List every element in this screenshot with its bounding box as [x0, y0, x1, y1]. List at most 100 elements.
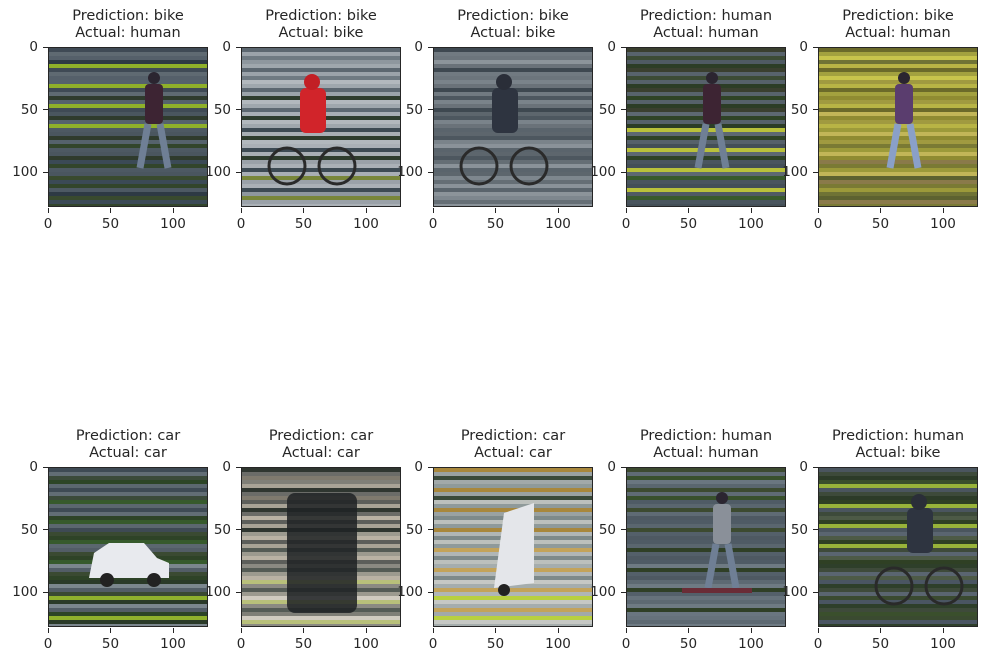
car-body [287, 493, 357, 613]
panel-title-actual: Actual: bike [855, 445, 941, 461]
y-tick-label: 50 [405, 521, 423, 538]
rider-head [911, 494, 927, 510]
x-tick-label: 50 [871, 216, 890, 232]
person-legs [704, 543, 740, 589]
y-tick-mark [621, 466, 626, 468]
x-tick-label: 50 [679, 216, 698, 232]
x-tick-mark [172, 208, 174, 213]
y-tick-mark [43, 591, 48, 593]
x-tick-label: 0 [621, 216, 631, 232]
bike-wheel-front [509, 146, 549, 186]
panel-title-actual: Actual: bike [278, 25, 364, 41]
y-tick-mark [43, 46, 48, 48]
y-tick-label: 50 [20, 521, 38, 538]
panel-title-actual: Actual: car [474, 445, 552, 461]
y-tick-label: 0 [414, 459, 423, 475]
x-tick-label: 50 [679, 636, 698, 652]
image-panel: Prediction: human Actual: human 0 50 100 0 50 1… [590, 8, 786, 248]
x-tick-mark [432, 628, 434, 633]
x-tick-mark [240, 208, 242, 213]
person-torso [703, 84, 721, 124]
car-wheel-rear [100, 573, 114, 587]
image-panel: Prediction: human Actual: human 0 50 100 0 50 1… [590, 428, 786, 668]
y-tick-label: 50 [790, 521, 808, 538]
x-tick-label: 50 [294, 216, 313, 232]
panel-title-actual: Actual: human [653, 445, 759, 461]
y-tick-mark [428, 529, 433, 530]
y-tick-mark [428, 171, 433, 173]
panel-title-prediction: Prediction: human [831, 428, 965, 444]
x-tick-mark [557, 628, 559, 633]
image-panel: Prediction: bike Actual: bike 0 50 100 0 50 100 [205, 8, 401, 248]
y-tick-label: 50 [598, 521, 616, 538]
y-tick-mark [236, 171, 241, 173]
y-tick-label: 50 [213, 101, 231, 118]
panel-title-actual: Actual: car [89, 445, 167, 461]
y-tick-label: 100 [590, 164, 616, 180]
x-tick-label: 0 [43, 636, 53, 652]
image-content [434, 468, 592, 626]
y-tick-label: 100 [12, 584, 38, 600]
y-tick-label: 0 [607, 459, 616, 475]
x-tick-label: 100 [930, 636, 956, 652]
panel-title-prediction: Prediction: bike [842, 8, 954, 24]
panel-title-actual: Actual: human [845, 25, 951, 41]
panel-title-actual: Actual: human [653, 25, 759, 41]
panel-title-prediction: Prediction: human [639, 428, 773, 444]
image-panel: Prediction: bike Actual: human 0 50 100 0 50 10… [12, 8, 208, 248]
image-content [627, 48, 785, 206]
y-tick-label: 0 [607, 39, 616, 55]
y-tick-label: 0 [414, 39, 423, 55]
x-tick-mark [495, 628, 496, 633]
y-tick-label: 100 [12, 164, 38, 180]
image-content [819, 48, 977, 206]
x-tick-mark [495, 208, 496, 213]
x-tick-mark [750, 628, 752, 633]
y-tick-mark [428, 466, 433, 468]
bike-wheel-rear [267, 146, 307, 186]
y-tick-mark [621, 591, 626, 593]
panel-title-prediction: Prediction: bike [265, 8, 377, 24]
x-tick-label: 50 [101, 636, 120, 652]
x-tick-mark [47, 628, 49, 633]
x-tick-mark [817, 208, 819, 213]
panel-title-prediction: Prediction: bike [72, 8, 184, 24]
x-tick-label: 0 [428, 636, 438, 652]
y-tick-mark [236, 46, 241, 48]
person-torso [145, 84, 163, 124]
rider-body [907, 508, 933, 553]
image-axes [433, 47, 593, 207]
y-tick-mark [621, 529, 626, 530]
image-panel: Prediction: bike Actual: bike 0 50 100 0 50 100 [397, 8, 593, 248]
panel-title-prediction: Prediction: car [460, 428, 566, 444]
rider-head [496, 74, 512, 90]
x-tick-label: 100 [160, 636, 186, 652]
y-tick-label: 100 [397, 584, 423, 600]
person-head [706, 72, 718, 84]
bike-wheel-front [924, 566, 964, 606]
car-body [89, 543, 169, 578]
x-tick-label: 100 [738, 216, 764, 232]
x-tick-mark [47, 208, 49, 213]
y-tick-mark [621, 46, 626, 48]
image-axes [626, 47, 786, 207]
x-tick-label: 50 [101, 216, 120, 232]
y-tick-mark [813, 466, 818, 468]
y-tick-label: 50 [213, 521, 231, 538]
rider-body [300, 88, 326, 133]
image-content [434, 48, 592, 206]
person-head [898, 72, 910, 84]
x-tick-mark [432, 208, 434, 213]
y-tick-mark [236, 109, 241, 110]
x-tick-mark [688, 628, 689, 633]
y-tick-mark [621, 171, 626, 173]
x-tick-mark [880, 628, 881, 633]
scooter-deck [682, 588, 752, 593]
y-tick-label: 100 [782, 164, 808, 180]
image-content [242, 468, 400, 626]
y-tick-mark [43, 529, 48, 530]
y-tick-label: 0 [29, 39, 38, 55]
x-tick-mark [942, 628, 944, 633]
y-tick-mark [43, 466, 48, 468]
person-torso [713, 504, 731, 544]
